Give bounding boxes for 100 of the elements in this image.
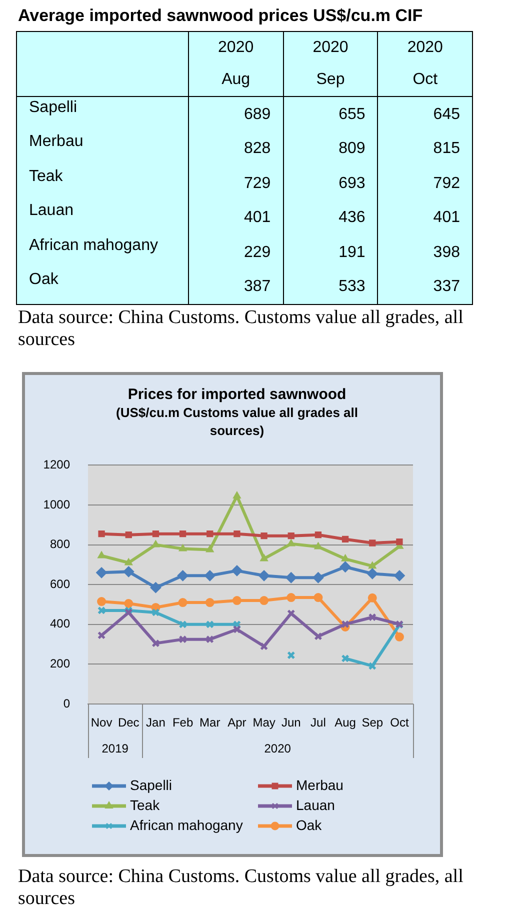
x-tick-label: Dec: [118, 716, 140, 730]
y-tick-label: 400: [50, 616, 70, 631]
point: [341, 654, 350, 663]
point: [152, 639, 160, 648]
point: [314, 632, 322, 640]
point: [204, 570, 216, 582]
chart-title: Prices for imported sawnwood: [126, 386, 348, 404]
data-label: 401: [378, 200, 472, 235]
data-label: 792: [378, 166, 472, 200]
source-note: Data source: China Customs. Customs value all grades, all sources: [18, 866, 464, 910]
y-tick-label: 1200: [43, 458, 70, 472]
point: [287, 651, 296, 660]
x-tick-label: Sep: [362, 716, 384, 730]
text: Merbau: [29, 133, 84, 152]
data-label: 337: [378, 269, 472, 304]
point: [98, 530, 105, 538]
point: [258, 570, 270, 582]
point: [152, 608, 160, 617]
data-label: 809: [283, 131, 378, 166]
text: Teak: [29, 168, 64, 186]
text: Lauan: [29, 202, 74, 220]
x-tick-label: Mar: [200, 716, 220, 730]
point: [260, 642, 268, 650]
point: [150, 582, 162, 594]
point: [287, 539, 296, 546]
point: [341, 620, 350, 628]
point: [368, 593, 377, 602]
point: [178, 620, 187, 628]
data-label: 815: [378, 131, 472, 166]
point: [368, 613, 376, 622]
y-tick-label: 600: [50, 576, 70, 591]
point: [231, 565, 242, 576]
point: [396, 538, 403, 546]
legend-label: Oak: [296, 816, 323, 833]
data-label: 387: [188, 269, 284, 304]
data-label: 689: [188, 96, 284, 132]
point: [312, 572, 324, 584]
y-tick-label: 0: [63, 696, 70, 710]
text: Oak: [29, 271, 60, 290]
chart-subtitle: (US$/cu.m Customs value all grades all sources): [114, 404, 360, 440]
point: [98, 551, 106, 558]
point: [206, 545, 214, 552]
point: [124, 599, 134, 608]
point: [178, 598, 188, 608]
x-tick-label: Jul: [310, 716, 326, 730]
x-tick-label: Oct: [390, 716, 410, 730]
point: [260, 596, 269, 606]
data-label: 533: [283, 269, 378, 304]
data-label: 729: [188, 166, 284, 200]
point: [232, 596, 242, 606]
point: [314, 593, 323, 602]
category-label: 2020 Sep: [284, 32, 378, 96]
text: Average imported sawnwood prices US$/cu.m CIF: [18, 6, 423, 26]
point: [342, 536, 349, 543]
point: [205, 598, 214, 608]
point: [314, 532, 322, 538]
source-note: Data source: China Customs. Customs value all grades, all sources: [18, 307, 464, 351]
legend-label: Sapelli: [130, 776, 172, 793]
data-label: 655: [283, 96, 378, 132]
x-tick-label: Nov: [90, 716, 112, 730]
point: [288, 532, 294, 540]
x-tick-label: Apr: [228, 716, 246, 730]
legend-label: Teak: [130, 796, 161, 813]
point: [394, 570, 405, 582]
legend-label: Lauan: [296, 796, 335, 813]
y-tick-label: 1000: [43, 497, 70, 512]
point: [97, 597, 106, 606]
point: [177, 570, 188, 582]
text: 2020: [264, 741, 292, 756]
x-tick-label: Jan: [146, 716, 166, 730]
point: [286, 572, 297, 584]
point: [96, 567, 108, 578]
point: [206, 620, 214, 628]
point: [368, 662, 376, 670]
point: [125, 532, 132, 538]
point: [366, 568, 378, 580]
point: [368, 562, 376, 569]
y-tick-label: 200: [50, 656, 70, 671]
text: 2019: [102, 741, 129, 756]
x-tick-label: Feb: [172, 716, 194, 730]
point: [178, 544, 187, 552]
point: [232, 625, 242, 634]
point: [341, 554, 350, 562]
legend-label: African mahogany: [130, 816, 243, 833]
x-tick-label: Aug: [334, 716, 356, 730]
point: [340, 561, 351, 572]
series-label: Sapelli: [29, 99, 78, 117]
legend-label: Merbau: [296, 776, 344, 793]
point: [178, 635, 187, 644]
point: [152, 530, 160, 538]
data-label: 191: [283, 234, 378, 270]
category-label: 2020 Oct: [378, 32, 472, 96]
point: [152, 540, 160, 548]
point: [234, 530, 240, 538]
data-label: 828: [188, 131, 284, 166]
x-tick-label: May: [252, 716, 276, 730]
point: [232, 492, 241, 499]
point: [286, 593, 296, 602]
point: [206, 530, 214, 538]
point: [124, 558, 133, 566]
